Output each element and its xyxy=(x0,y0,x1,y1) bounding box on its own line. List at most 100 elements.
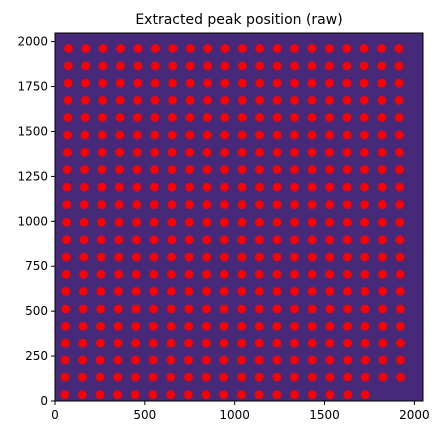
peak-point xyxy=(255,200,264,210)
peak-point xyxy=(219,321,229,331)
peak-point xyxy=(184,235,194,245)
peak-point xyxy=(377,113,387,122)
peak-point xyxy=(60,372,70,382)
peak-point xyxy=(343,304,352,314)
peak-point xyxy=(184,286,194,296)
peak-point xyxy=(184,372,193,382)
peak-point xyxy=(290,61,299,71)
peak-point xyxy=(360,165,369,174)
peak-point xyxy=(378,355,388,365)
peak-point xyxy=(168,113,177,122)
peak-point xyxy=(255,147,264,157)
peak-point xyxy=(79,235,89,245)
peak-point xyxy=(77,390,87,400)
peak-point xyxy=(342,61,352,71)
peak-point xyxy=(201,390,211,400)
peak-point xyxy=(307,372,317,382)
peak-point xyxy=(202,235,212,245)
peak-point xyxy=(307,235,317,245)
peak-point xyxy=(342,44,352,53)
axes-frame xyxy=(54,32,424,402)
peak-point xyxy=(203,78,212,88)
peak-point xyxy=(272,182,282,192)
peak-point xyxy=(96,269,106,279)
peak-point xyxy=(307,304,317,314)
peak-point xyxy=(115,78,125,88)
peak-point xyxy=(96,321,105,331)
peak-point xyxy=(148,372,158,382)
peak-point xyxy=(133,95,143,105)
peak-point xyxy=(325,165,334,174)
peak-point xyxy=(64,44,73,53)
peak-point xyxy=(167,269,176,279)
peak-point xyxy=(396,372,406,382)
peak-point xyxy=(359,113,369,122)
peak-point xyxy=(272,235,282,245)
peak-point xyxy=(61,338,70,348)
peak-point xyxy=(79,252,89,262)
peak-point xyxy=(290,130,299,140)
peak-point xyxy=(272,200,282,210)
peak-point xyxy=(149,235,159,245)
peak-point xyxy=(61,304,71,314)
peak-point xyxy=(307,182,317,192)
peak-point xyxy=(133,78,143,88)
peak-point xyxy=(307,286,317,296)
peak-point xyxy=(167,252,176,262)
peak-point xyxy=(132,235,141,245)
peak-point xyxy=(255,182,264,192)
peak-point xyxy=(97,130,107,140)
peak-point xyxy=(219,286,229,296)
peak-point xyxy=(219,372,229,382)
peak-point xyxy=(63,61,73,71)
peak-point xyxy=(360,286,370,296)
peak-point xyxy=(132,130,142,140)
peak-point xyxy=(254,269,264,279)
peak-point xyxy=(220,61,230,71)
peak-point xyxy=(254,217,264,227)
peak-point xyxy=(255,44,265,53)
peak-point xyxy=(255,113,264,122)
peak-point xyxy=(325,304,335,314)
peak-point xyxy=(394,113,404,122)
peak-point xyxy=(395,235,405,245)
peak-point xyxy=(342,182,352,192)
peak-point xyxy=(237,61,247,71)
peak-point xyxy=(394,44,404,53)
peak-point xyxy=(202,200,212,210)
peak-point xyxy=(97,182,107,192)
peak-point xyxy=(378,286,388,296)
peak-point xyxy=(378,235,387,245)
peak-point xyxy=(272,165,282,174)
peak-point xyxy=(307,390,317,400)
y-tick-label: 250 xyxy=(25,349,48,363)
peak-point xyxy=(272,286,282,296)
peak-point xyxy=(255,165,264,174)
peak-point xyxy=(394,78,404,88)
peak-point xyxy=(342,113,352,122)
peak-point xyxy=(114,217,124,227)
peak-point xyxy=(97,165,107,174)
peak-point xyxy=(97,200,107,210)
peak-point xyxy=(62,235,71,245)
peak-point xyxy=(201,338,211,348)
peak-point xyxy=(150,95,160,105)
peak-point xyxy=(307,269,317,279)
peak-point xyxy=(113,304,123,314)
peak-point xyxy=(238,44,247,53)
peak-point xyxy=(185,147,195,157)
peak-point xyxy=(307,165,317,174)
peak-point xyxy=(255,130,264,140)
peak-point xyxy=(343,390,353,400)
peak-point xyxy=(290,200,299,210)
peak-point xyxy=(63,147,72,157)
peak-point xyxy=(360,372,370,382)
peak-point xyxy=(201,355,211,365)
peak-point xyxy=(395,304,405,314)
peak-point xyxy=(96,304,106,314)
peak-point xyxy=(220,165,229,174)
y-tick-label: 1500 xyxy=(17,124,48,138)
peak-point xyxy=(378,252,387,262)
peak-point xyxy=(377,182,387,192)
peak-point xyxy=(220,44,230,53)
